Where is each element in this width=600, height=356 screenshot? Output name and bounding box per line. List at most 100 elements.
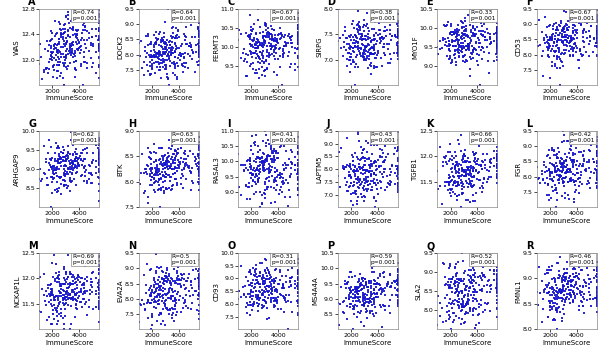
Point: [80, 301, 90, 307]
Point: [163, 154, 173, 160]
Point: [159, 173, 169, 178]
Point: [393, 293, 403, 299]
Point: [346, 191, 356, 197]
Point: [390, 285, 400, 291]
Point: [152, 281, 161, 287]
Point: [245, 33, 254, 39]
Point: [449, 30, 458, 35]
Point: [176, 53, 186, 59]
Point: [457, 30, 467, 36]
Point: [270, 288, 280, 294]
Point: [562, 43, 572, 49]
Point: [493, 153, 502, 159]
Point: [491, 51, 501, 57]
Point: [246, 61, 256, 66]
Point: [178, 63, 188, 69]
Point: [493, 287, 502, 293]
Point: [40, 68, 49, 73]
Point: [544, 290, 553, 295]
Point: [73, 157, 82, 162]
Point: [560, 288, 570, 294]
Point: [95, 290, 104, 295]
Point: [544, 265, 554, 270]
Point: [571, 19, 581, 25]
Point: [454, 183, 464, 188]
Point: [475, 185, 484, 191]
Point: [552, 39, 562, 45]
Point: [563, 38, 572, 44]
Point: [444, 179, 454, 184]
Point: [280, 43, 289, 48]
Point: [476, 275, 485, 281]
Point: [137, 152, 146, 157]
Point: [250, 158, 259, 163]
Point: [261, 156, 271, 162]
Point: [244, 269, 254, 274]
Point: [493, 151, 502, 157]
Point: [377, 34, 387, 40]
Point: [348, 306, 358, 312]
Point: [179, 165, 188, 171]
Text: R=0.62
p=0.001: R=0.62 p=0.001: [72, 132, 98, 143]
Point: [340, 299, 349, 304]
Point: [393, 175, 403, 180]
Point: [153, 169, 163, 174]
Point: [354, 23, 364, 28]
Point: [184, 305, 193, 310]
Point: [167, 35, 177, 41]
Text: O: O: [227, 241, 235, 251]
Point: [347, 290, 356, 295]
Point: [280, 43, 289, 49]
Point: [491, 258, 501, 264]
Point: [355, 288, 364, 294]
Point: [257, 292, 266, 298]
Point: [493, 28, 502, 34]
Point: [551, 282, 560, 288]
Point: [493, 283, 502, 288]
Point: [156, 185, 166, 190]
Point: [353, 309, 362, 315]
Point: [154, 301, 164, 307]
Point: [61, 281, 70, 287]
Point: [375, 27, 385, 33]
Point: [136, 38, 146, 43]
Point: [62, 289, 71, 295]
Point: [179, 54, 188, 60]
Point: [254, 273, 263, 278]
Point: [393, 294, 403, 300]
Point: [592, 19, 600, 24]
Point: [158, 184, 168, 190]
Point: [275, 277, 284, 282]
Point: [371, 294, 380, 300]
Point: [269, 27, 279, 33]
Point: [143, 200, 153, 205]
Point: [42, 317, 52, 323]
Point: [61, 171, 70, 177]
Point: [592, 297, 600, 303]
Point: [95, 272, 104, 277]
Point: [445, 43, 455, 48]
Point: [550, 33, 560, 39]
Point: [355, 157, 364, 163]
Point: [390, 181, 400, 187]
Point: [269, 53, 279, 58]
Point: [592, 171, 600, 176]
Point: [373, 276, 383, 281]
Point: [544, 290, 553, 296]
Point: [254, 303, 263, 308]
Point: [376, 179, 386, 185]
Point: [276, 35, 286, 41]
Point: [59, 183, 69, 189]
Point: [493, 174, 502, 180]
Point: [253, 178, 262, 184]
Point: [456, 301, 466, 307]
Point: [55, 62, 64, 68]
Point: [149, 176, 158, 182]
Point: [471, 322, 481, 328]
Point: [465, 308, 475, 314]
Point: [65, 160, 74, 166]
Point: [163, 295, 172, 301]
Point: [373, 294, 382, 299]
Point: [479, 28, 488, 34]
Point: [361, 299, 370, 305]
